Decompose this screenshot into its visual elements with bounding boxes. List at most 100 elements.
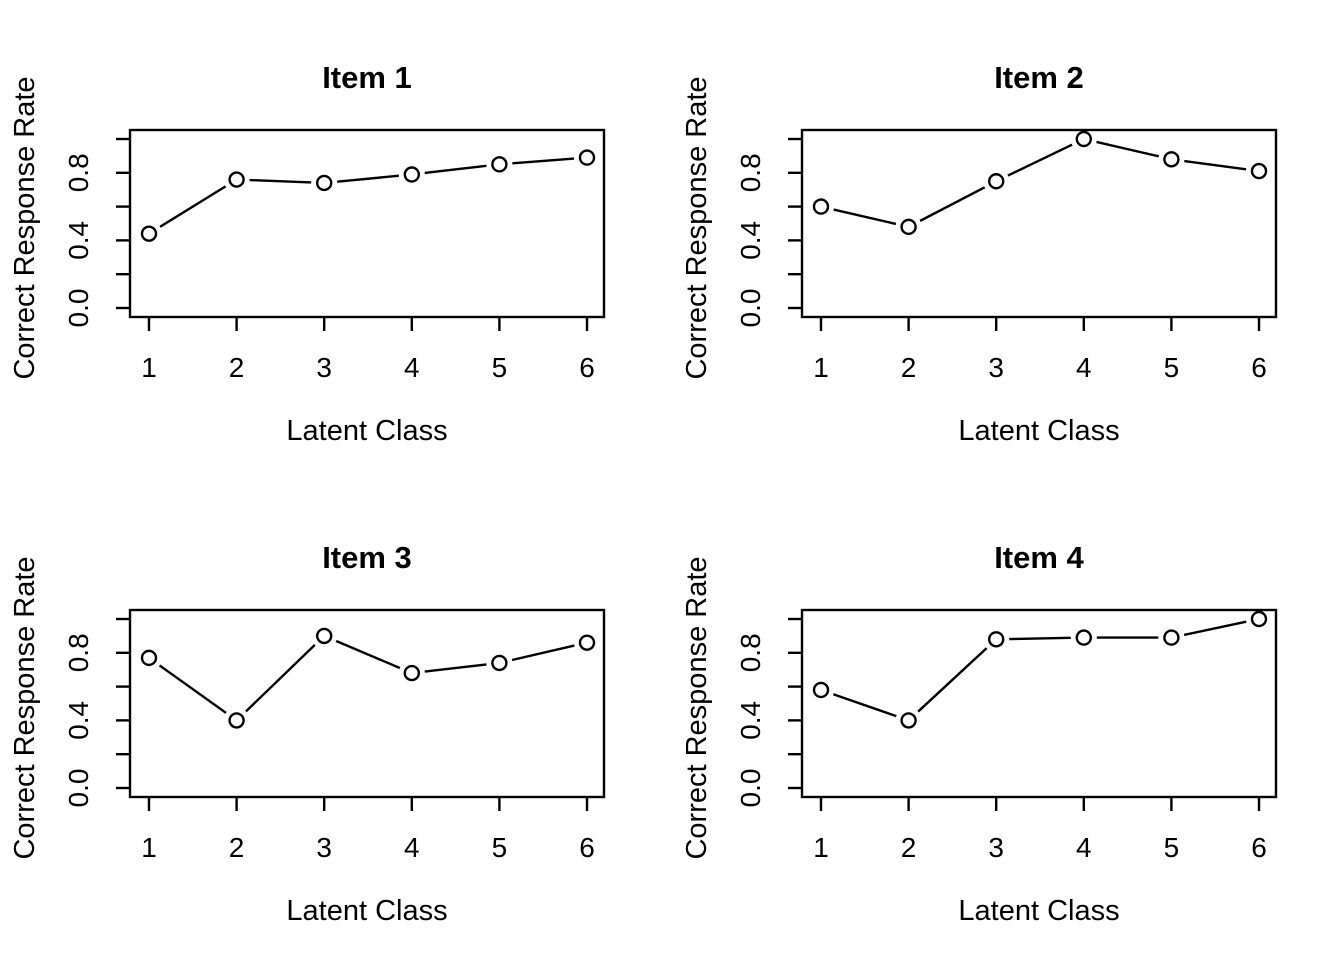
x-tick-label: 3 xyxy=(316,352,332,383)
series-segment xyxy=(832,693,897,718)
y-axis-label: Correct Response Rate xyxy=(681,76,713,379)
x-tick-label: 3 xyxy=(988,832,1004,863)
series-segment xyxy=(1007,143,1073,177)
x-tick-label: 6 xyxy=(1251,832,1267,863)
data-point xyxy=(812,681,830,699)
x-axis-label: Latent Class xyxy=(286,895,447,927)
x-tick-label: 1 xyxy=(813,832,829,863)
y-tick-label: 0.0 xyxy=(735,769,766,808)
panel-item-3: 0.0 0.4 0.8 1 2 3 4 5 6 Item 3 Latent Class Correct… xyxy=(0,480,672,960)
series-segment xyxy=(833,208,897,226)
series-segment xyxy=(245,644,316,713)
x-tick-label: 4 xyxy=(404,352,420,383)
data-point xyxy=(140,649,158,667)
plot-title: Item 4 xyxy=(994,540,1084,575)
plot-title: Item 1 xyxy=(322,60,412,95)
x-tick-label: 6 xyxy=(579,832,595,863)
x-tick-label: 5 xyxy=(492,352,508,383)
y-axis-label: Correct Response Rate xyxy=(9,556,41,859)
y-tick-label: 0.4 xyxy=(63,221,94,260)
y-tick-label: 0.0 xyxy=(63,769,94,808)
data-point xyxy=(578,634,596,651)
y-tick-label: 0.8 xyxy=(63,633,94,672)
x-tick-label: 2 xyxy=(901,832,917,863)
x-tick-label: 4 xyxy=(404,832,420,863)
y-axis-label: Correct Response Rate xyxy=(681,556,713,859)
y-tick-label: 0.4 xyxy=(735,701,766,740)
x-tick-label: 2 xyxy=(901,352,917,383)
series-segment xyxy=(1184,159,1247,171)
data-point xyxy=(988,173,1005,190)
x-axis-label: Latent Class xyxy=(958,895,1119,927)
x-tick-label: 6 xyxy=(1251,352,1267,383)
y-tick-label: 0.0 xyxy=(63,289,94,328)
data-point xyxy=(1163,629,1180,646)
plot-title: Item 2 xyxy=(994,60,1084,95)
y-tick-label: 0.0 xyxy=(735,289,766,328)
plot-item-1: 0.0 0.4 0.8 1 2 3 4 5 6 Item 1 Latent Class Correct… xyxy=(9,60,606,447)
data-point xyxy=(900,712,917,729)
data-point xyxy=(1075,130,1092,148)
series-segment xyxy=(511,644,575,662)
x-tick-label: 5 xyxy=(492,832,508,863)
panel-item-2: 0.0 0.4 0.8 1 2 3 4 5 6 Item 2 Latent Class Correct… xyxy=(672,0,1344,480)
data-point xyxy=(403,166,420,183)
plot-item-4: 0.0 0.4 0.8 1 2 3 4 5 6 Item 4 Latent Class Correct… xyxy=(681,540,1278,927)
x-axis-label: Latent Class xyxy=(958,415,1119,447)
series-segment xyxy=(158,664,227,714)
y-tick-label: 0.8 xyxy=(735,633,766,672)
x-tick-label: 2 xyxy=(229,832,245,863)
panel-item-4: 0.0 0.4 0.8 1 2 3 4 5 6 Item 4 Latent Class Correct… xyxy=(672,480,1344,960)
data-point xyxy=(140,225,158,242)
plot-title: Item 3 xyxy=(322,540,412,575)
plot-box xyxy=(800,128,1278,319)
y-tick-label: 0.8 xyxy=(735,153,766,192)
series-segment xyxy=(335,639,401,670)
data-point xyxy=(1250,162,1268,180)
panel-item-1: 0.0 0.4 0.8 1 2 3 4 5 6 Item 1 Latent Class Correct… xyxy=(0,0,672,480)
y-axis-label: Correct Response Rate xyxy=(9,76,41,379)
y-tick-label: 0.4 xyxy=(63,701,94,740)
x-tick-label: 2 xyxy=(229,352,245,383)
series-segment xyxy=(1183,620,1247,637)
data-point xyxy=(228,171,245,188)
series-segment xyxy=(249,178,312,184)
plot-item-2: 0.0 0.4 0.8 1 2 3 4 5 6 Item 2 Latent Class Correct… xyxy=(681,60,1278,447)
series-segment xyxy=(337,174,399,183)
data-point xyxy=(900,218,917,236)
data-point xyxy=(812,198,830,215)
plot-box xyxy=(800,608,1278,799)
y-tick-label: 0.8 xyxy=(63,153,94,192)
x-tick-label: 3 xyxy=(988,352,1004,383)
series-segment xyxy=(1009,636,1071,641)
plot-box xyxy=(128,128,606,319)
data-point xyxy=(578,149,596,166)
plot-box xyxy=(128,608,606,799)
x-tick-label: 1 xyxy=(813,352,829,383)
x-tick-label: 4 xyxy=(1076,352,1092,383)
data-point xyxy=(1250,610,1268,628)
x-tick-label: 1 xyxy=(141,352,157,383)
plot-item-3: 0.0 0.4 0.8 1 2 3 4 5 6 Item 3 Latent Class Correct… xyxy=(9,540,606,927)
x-axis-label: Latent Class xyxy=(286,415,447,447)
data-point xyxy=(403,664,420,682)
x-tick-label: 6 xyxy=(579,352,595,383)
data-point xyxy=(1075,629,1092,646)
series-segment xyxy=(424,663,487,673)
series-segment xyxy=(159,185,227,228)
data-point xyxy=(491,156,508,173)
data-point xyxy=(988,631,1005,648)
data-point xyxy=(316,627,333,645)
x-tick-label: 5 xyxy=(1164,832,1180,863)
x-tick-label: 1 xyxy=(141,832,157,863)
series-segment xyxy=(424,164,487,175)
data-point xyxy=(228,712,245,729)
x-tick-label: 4 xyxy=(1076,832,1092,863)
data-point xyxy=(491,654,508,672)
series-segment xyxy=(1096,140,1160,158)
data-point xyxy=(1163,151,1180,168)
series-segment xyxy=(512,157,575,165)
y-tick-label: 0.4 xyxy=(735,221,766,260)
x-tick-label: 5 xyxy=(1164,352,1180,383)
